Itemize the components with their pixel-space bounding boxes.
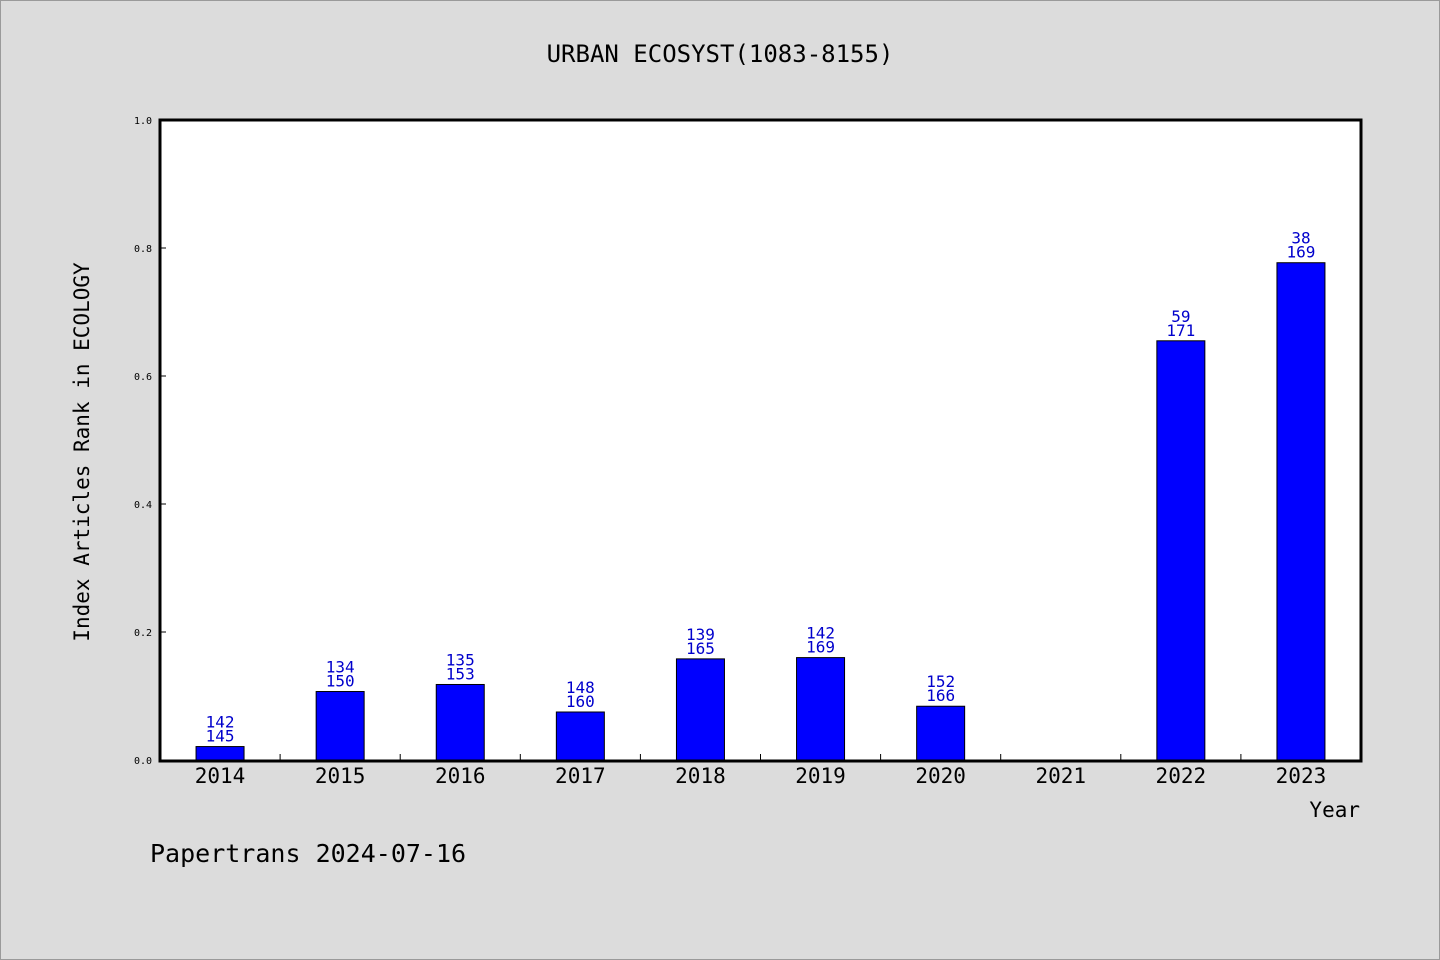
bar-label-bottom: 145 <box>206 727 235 746</box>
bar-2020 <box>916 705 966 761</box>
bar-labels: 1421451341501351531481601391651421691521… <box>206 229 1316 746</box>
bar-label-bottom: 169 <box>806 638 835 657</box>
bar-label-top: 38 <box>1291 229 1310 248</box>
bar-label-bottom: 169 <box>1286 243 1315 262</box>
chart-title: URBAN ECOSYST(1083-8155) <box>547 40 894 68</box>
bar-label-top: 148 <box>566 678 595 697</box>
bar-label-top: 135 <box>446 650 475 669</box>
bar-2016 <box>435 683 485 761</box>
x-tick-label: 2018 <box>675 764 726 788</box>
x-tick-label: 2015 <box>315 764 366 788</box>
y-tick-label: 0.8 <box>134 244 152 255</box>
bar-label-bottom: 165 <box>686 639 715 658</box>
x-tick-label: 2022 <box>1156 764 1207 788</box>
y-tick-label: 0.4 <box>134 500 152 511</box>
bars <box>195 262 1326 761</box>
x-tick-label: 2020 <box>915 764 966 788</box>
footer-text: Papertrans 2024-07-16 <box>150 839 466 868</box>
bar-2019 <box>796 657 846 761</box>
bar-label-bottom: 166 <box>926 686 955 705</box>
x-axis: 2014 2015 2016 2017 2018 2019 2020 2021 2022 2023 <box>195 754 1326 788</box>
bar-2014 <box>195 746 245 761</box>
x-tick-label: 2016 <box>435 764 486 788</box>
bar-label-top: 134 <box>326 658 355 677</box>
x-tick-label: 2023 <box>1276 764 1327 788</box>
bar-label-top: 139 <box>686 625 715 644</box>
bar-label-bottom: 153 <box>446 664 475 683</box>
y-axis-label: Index Articles Rank in ECOLOGY <box>70 262 94 642</box>
x-tick-label: 2014 <box>195 764 246 788</box>
x-tick-label: 2021 <box>1035 764 1086 788</box>
bar-label-bottom: 150 <box>326 672 355 691</box>
bar-label-top: 59 <box>1171 307 1190 326</box>
bar-2023 <box>1276 262 1326 761</box>
bar-label-top: 142 <box>206 713 235 732</box>
bar-label-bottom: 171 <box>1166 321 1195 340</box>
x-tick-label: 2019 <box>795 764 846 788</box>
bar-label-top: 142 <box>806 624 835 643</box>
y-tick-label: 0.0 <box>134 756 152 767</box>
bar-label-bottom: 160 <box>566 692 595 711</box>
bar-label-top: 152 <box>926 672 955 691</box>
bar-2022 <box>1156 340 1206 761</box>
x-tick-label: 2017 <box>555 764 606 788</box>
bar-2018 <box>675 658 725 761</box>
bar-2015 <box>315 691 365 761</box>
y-tick-label: 0.6 <box>134 372 152 383</box>
y-axis: 0.0 0.2 0.4 0.6 0.8 1.0 <box>134 116 166 767</box>
y-tick-label: 1.0 <box>134 116 152 127</box>
x-axis-label: Year <box>1309 798 1360 822</box>
bar-2017 <box>555 711 605 761</box>
y-tick-label: 0.2 <box>134 628 152 639</box>
